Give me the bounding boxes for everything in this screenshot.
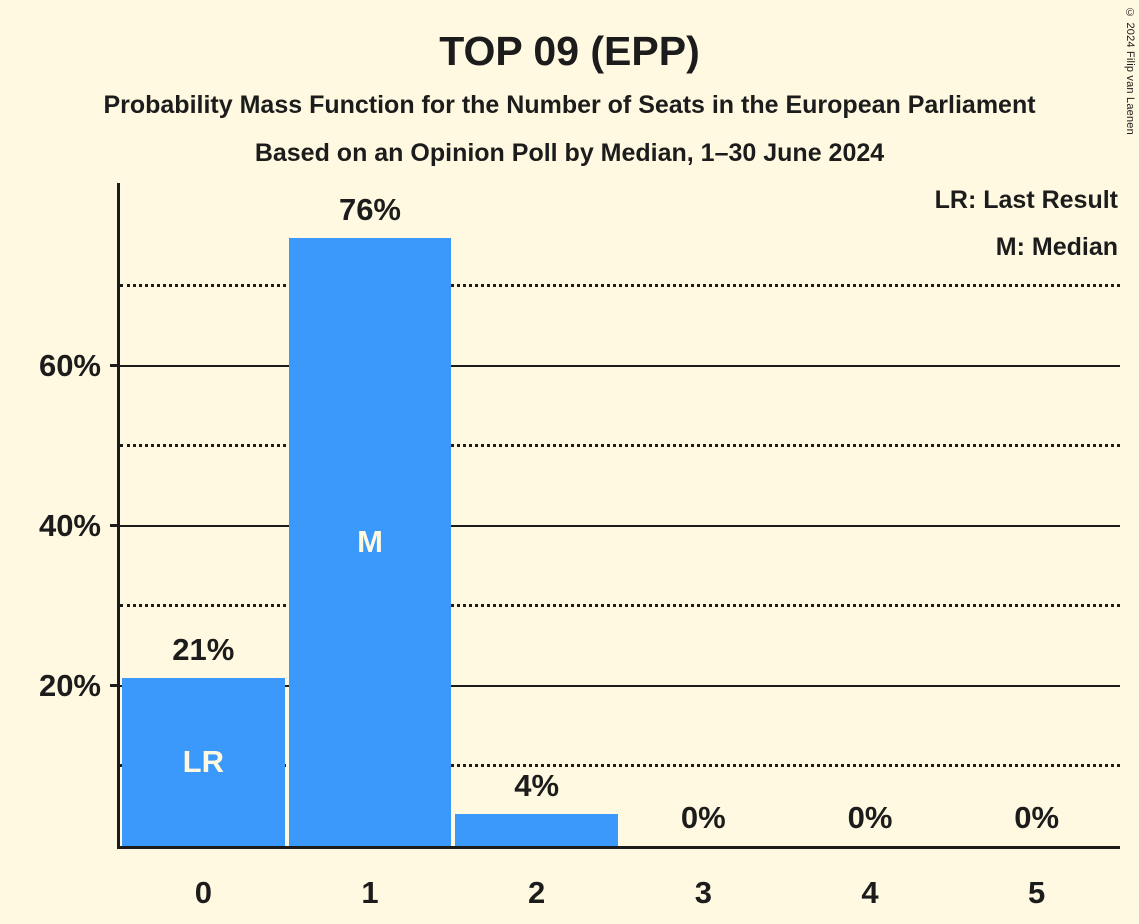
bar-value-label: 0% [680, 800, 726, 835]
x-axis-label: 2 [528, 875, 546, 910]
x-axis-label: 0 [194, 875, 212, 910]
chart-subtitle: Probability Mass Function for the Number… [103, 91, 1036, 119]
solid-gridline [120, 685, 1120, 687]
bar-value-label: 76% [338, 192, 401, 227]
x-axis-label: 3 [694, 875, 712, 910]
dotted-gridline [120, 764, 1120, 767]
dotted-gridline [120, 284, 1120, 287]
y-axis-tick [110, 684, 120, 687]
bar [122, 678, 285, 846]
bar-value-label: 21% [172, 632, 235, 667]
x-axis-label: 4 [861, 875, 879, 910]
y-axis-label: 20% [38, 668, 101, 703]
solid-gridline [120, 365, 1120, 367]
chart-title: TOP 09 (EPP) [439, 28, 700, 74]
legend-median: M: Median [995, 233, 1118, 261]
bar [455, 814, 618, 846]
copyright-notice: © 2024 Filip van Laenen [1124, 7, 1136, 135]
y-axis-label: 60% [38, 348, 101, 383]
y-axis-label: 40% [38, 508, 101, 543]
y-axis-tick [110, 364, 120, 367]
x-axis-label: 1 [361, 875, 379, 910]
y-axis-tick [110, 524, 120, 527]
bar-value-label: 0% [847, 800, 893, 835]
dotted-gridline [120, 444, 1120, 447]
bar [288, 238, 452, 846]
solid-gridline [120, 525, 1120, 527]
dotted-gridline [120, 604, 1120, 607]
bar-annotation-label: M [357, 524, 383, 559]
bar-value-label: 4% [514, 768, 560, 803]
x-axis-label: 5 [1028, 875, 1046, 910]
bar-value-label: 0% [1014, 800, 1060, 835]
plot-area: LR: Last Result M: Median 20% 40% 60% 21% LR… [39, 183, 1120, 909]
legend-last-result: LR: Last Result [934, 186, 1118, 214]
bar-annotation-label: LR [182, 744, 224, 779]
chart-poll-source: Based on an Opinion Poll by Median, 1–30… [254, 139, 885, 167]
chart-legend: LR: Last Result M: Median [935, 177, 1118, 271]
